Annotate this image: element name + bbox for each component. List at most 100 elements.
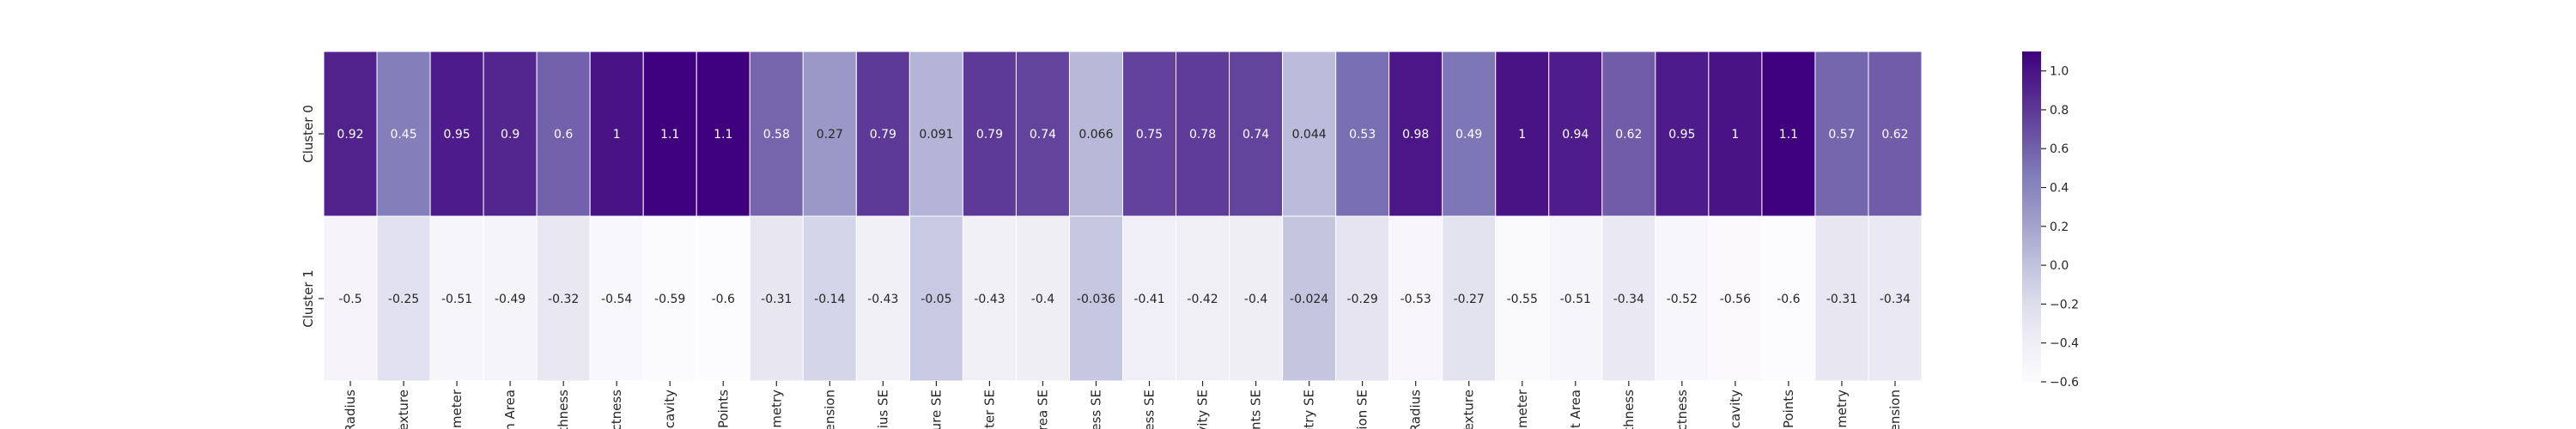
- cell-value-label: -0.34: [1880, 293, 1911, 306]
- cell-value-label: 0.62: [1881, 128, 1908, 142]
- cell-value-label: 0.79: [870, 128, 896, 142]
- column-label: n Area: [502, 390, 518, 429]
- column-label: st Area: [1568, 390, 1583, 429]
- heatmap-cell: [1388, 51, 1443, 217]
- cell-value-label: -0.49: [495, 293, 526, 306]
- heatmap-cell: [1495, 215, 1550, 382]
- cell-value-label: -0.036: [1077, 293, 1115, 306]
- cell-value-label: 0.53: [1349, 128, 1376, 142]
- cell-value-label: 0.58: [763, 128, 790, 142]
- colorbar-tick-label: 0.0: [2050, 259, 2069, 273]
- cell-value-label: -0.43: [867, 293, 898, 306]
- heatmap-cell: [1548, 215, 1603, 382]
- heatmap-cell: [1122, 51, 1177, 217]
- colorbar-tick-label: 0.6: [2050, 142, 2069, 156]
- colorbar-tick-label: 0.4: [2050, 182, 2069, 196]
- cell-value-label: -0.024: [1290, 293, 1328, 306]
- cell-value-label: -0.6: [712, 293, 735, 306]
- heatmap-cell: [1335, 51, 1390, 217]
- cell-value-label: 0.75: [1136, 128, 1163, 142]
- column-label: mmetry: [769, 390, 784, 429]
- column-label: ness SE: [1088, 390, 1103, 429]
- cell-value-label: -0.27: [1454, 293, 1485, 306]
- heatmap-cell: [1761, 51, 1816, 217]
- heatmap-cell: [1601, 215, 1656, 382]
- heatmap-cell: [376, 51, 431, 217]
- column-label: nension: [822, 390, 837, 429]
- cell-value-label: 1: [613, 128, 621, 142]
- row-axis: Cluster 0 Cluster 1: [301, 105, 324, 328]
- column-label: Texture: [1461, 390, 1477, 429]
- column-label: nension: [1887, 390, 1903, 429]
- colorbar: [2022, 51, 2041, 382]
- row-label: Cluster 0: [301, 105, 316, 163]
- column-label: rea SE: [1035, 390, 1050, 429]
- heatmap-cell: [1335, 215, 1390, 382]
- heatmap-cell: [323, 215, 378, 382]
- cell-value-label: -0.31: [761, 293, 792, 306]
- heatmap-cell: [1068, 51, 1124, 217]
- column-label: rimeter: [1515, 389, 1530, 429]
- cell-value-label: -0.29: [1347, 293, 1378, 306]
- colorbar-ticks: 1.0 0.8 0.6 0.4 0.2 0.0 −0.2 −0.4 −0.6: [2041, 65, 2079, 390]
- cell-value-label: 0.49: [1455, 128, 1482, 142]
- cell-value-label: 1: [1518, 128, 1526, 142]
- cell-value-label: 1: [1731, 128, 1739, 142]
- cell-value-label: 0.92: [337, 128, 363, 142]
- cell-value-label: -0.42: [1187, 293, 1218, 306]
- cell-value-label: -0.51: [1560, 293, 1591, 306]
- column-label: rimeter: [449, 389, 465, 429]
- cell-value-label: 0.044: [1292, 128, 1327, 142]
- heatmap-cell: [1708, 51, 1763, 217]
- heatmap-cell: [1814, 215, 1869, 382]
- heatmap-cell: [1814, 51, 1869, 217]
- heatmap-cell: [1015, 51, 1070, 217]
- colorbar-tick-label: 0.8: [2050, 104, 2069, 118]
- cell-value-label: 0.98: [1402, 128, 1429, 142]
- cell-value-label: -0.55: [1507, 293, 1538, 306]
- cell-value-label: -0.6: [1777, 293, 1800, 306]
- cell-value-label: -0.5: [338, 293, 361, 306]
- heatmap-cell: [1868, 51, 1923, 217]
- colorbar-tick-label: 0.2: [2050, 221, 2069, 234]
- cell-value-label: 0.79: [976, 128, 1003, 142]
- cell-value-label: 0.066: [1078, 128, 1113, 142]
- cell-value-label: 0.9: [501, 128, 519, 142]
- column-label: ncavity: [1728, 390, 1743, 429]
- heatmap-cell: [696, 51, 750, 217]
- heatmap-cell: [1229, 51, 1284, 217]
- heatmap-cell: [589, 51, 644, 217]
- column-label: Points: [715, 390, 731, 428]
- heatmap-cell: [1122, 215, 1177, 382]
- column-label: ncavity: [662, 390, 677, 429]
- cell-value-label: 0.27: [817, 128, 843, 142]
- column-label: ctness: [609, 390, 624, 429]
- heatmap-cell: [1601, 51, 1656, 217]
- cell-value-label: -0.53: [1400, 293, 1431, 306]
- row-label: Cluster 1: [301, 269, 316, 328]
- heatmap-cell: [1068, 215, 1124, 382]
- column-label: etry SE: [1302, 390, 1317, 429]
- column-label: vity SE: [1195, 390, 1211, 429]
- cell-value-label: -0.4: [1244, 293, 1267, 306]
- column-label: sion SE: [1355, 390, 1370, 429]
- cell-value-label: 0.57: [1828, 128, 1855, 142]
- heatmap-cell: [962, 215, 1017, 382]
- column-label: Texture: [396, 390, 411, 429]
- cell-value-label: -0.05: [920, 293, 951, 306]
- colorbar-tick-label: −0.4: [2050, 337, 2079, 351]
- cell-value-label: 1.1: [1779, 128, 1798, 142]
- heatmap-cell: [1282, 215, 1337, 382]
- heatmap-cell: [483, 51, 538, 217]
- cell-value-label: -0.41: [1133, 293, 1164, 306]
- cell-value-label: 0.74: [1030, 128, 1056, 142]
- cell-value-label: 0.95: [443, 128, 470, 142]
- cell-value-label: -0.14: [814, 293, 845, 306]
- cell-value-label: -0.43: [974, 293, 1005, 306]
- heatmap-cell: [1655, 215, 1710, 382]
- heatmap-cell: [749, 215, 804, 382]
- cell-value-label: 0.78: [1189, 128, 1216, 142]
- column-axis: Radius Texture rimeter n Area othness ctness n…: [343, 381, 1903, 429]
- cell-value-label: 0.62: [1615, 128, 1642, 142]
